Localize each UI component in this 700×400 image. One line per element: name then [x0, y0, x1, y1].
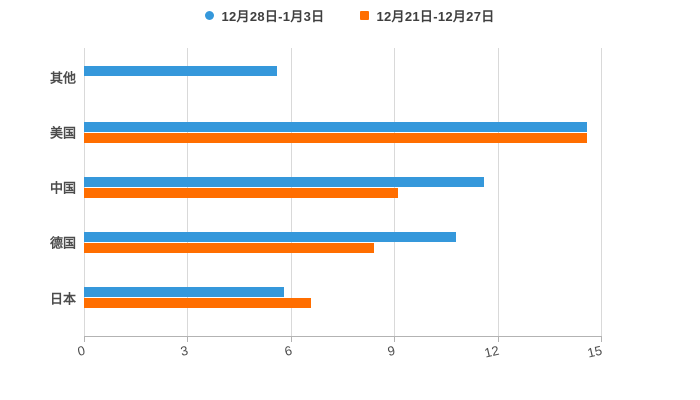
legend-item-1[interactable]: 12月21日-12月27日 [360, 6, 494, 25]
bar-series0-其他[interactable] [84, 66, 277, 77]
y-axis-category-label-1: 美国 [49, 125, 76, 141]
x-axis-tick-label: 6 [282, 342, 294, 359]
bar-series0-美国[interactable] [84, 121, 588, 132]
y-axis-category-label-4: 日本 [49, 291, 76, 306]
axis-tick [394, 337, 396, 342]
axis-tick [497, 337, 499, 342]
bar-series0-德国[interactable] [84, 231, 457, 242]
bar-series0-中国[interactable] [84, 176, 484, 187]
bar-series1-美国[interactable] [84, 132, 588, 143]
axis-tick [601, 337, 602, 342]
bar-series1-德国[interactable] [84, 242, 374, 253]
x-axis-tick-label: 9 [386, 342, 397, 359]
bar-series1-中国[interactable] [84, 187, 398, 198]
x-axis-tick-label: 0 [76, 342, 87, 359]
x-axis-line [84, 336, 602, 337]
legend-item-label: 12月28日-1月3日 [221, 9, 325, 24]
x-axis-tick-label: 15 [585, 342, 604, 361]
gridline-x-12 [497, 48, 499, 336]
x-axis-tick-label: 3 [179, 342, 190, 359]
x-axis-tick-label: 12 [482, 342, 501, 361]
legend-item-label: 12月21日-12月27日 [376, 9, 495, 24]
axis-tick [84, 337, 85, 342]
bar-series1-日本[interactable] [84, 298, 312, 308]
legend: 12月28日-1月3日 12月21日-12月27日 [0, 6, 700, 25]
gridline-x-15 [601, 48, 602, 336]
axis-tick [187, 337, 189, 342]
axis-tick [290, 337, 292, 342]
legend-marker-circle-icon [205, 11, 215, 20]
legend-marker-square-icon [360, 11, 370, 20]
y-axis-category-label-2: 中国 [49, 180, 76, 196]
bar-series0-日本[interactable] [84, 287, 284, 297]
legend-item-0[interactable]: 12月28日-1月3日 [205, 6, 324, 25]
y-axis-category-label-3: 德国 [49, 235, 76, 251]
y-axis-category-label-0: 其他 [49, 70, 76, 86]
